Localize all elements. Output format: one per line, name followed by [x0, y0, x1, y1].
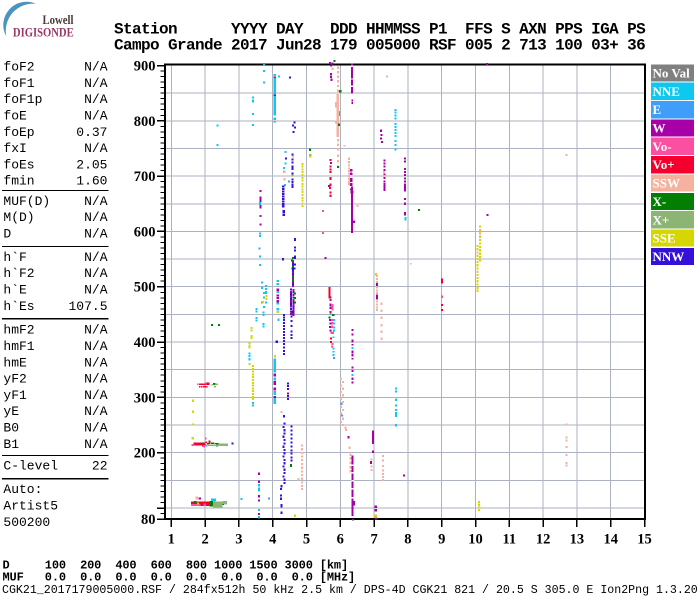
svg-text:80: 80: [141, 512, 156, 528]
svg-text:1.60: 1.60: [76, 174, 107, 189]
svg-text:N/A: N/A: [84, 194, 108, 209]
svg-text:N/A: N/A: [84, 421, 108, 436]
svg-text:fxI: fxI: [3, 141, 26, 156]
svg-text:h`F: h`F: [3, 250, 26, 265]
svg-text:Artist5: Artist5: [3, 499, 58, 514]
svg-text:7: 7: [370, 532, 377, 548]
svg-text:fmin: fmin: [3, 174, 34, 189]
svg-text:2.05: 2.05: [76, 157, 107, 172]
svg-text:foEs: foEs: [3, 157, 34, 172]
svg-text:D: D: [3, 226, 11, 241]
svg-text:400: 400: [134, 335, 156, 351]
svg-text:Vo-: Vo-: [653, 139, 672, 154]
svg-text:SSW: SSW: [653, 176, 680, 191]
svg-text:hmF2: hmF2: [3, 323, 34, 338]
svg-text:500: 500: [134, 280, 156, 296]
svg-text:B0: B0: [3, 421, 19, 436]
svg-text:600: 600: [134, 224, 156, 240]
svg-text:h`Es: h`Es: [3, 299, 34, 314]
svg-text:W: W: [653, 121, 666, 136]
svg-text:yF1: yF1: [3, 388, 27, 403]
svg-text:Campo Grande 2017 Jun28 179 00: Campo Grande 2017 Jun28 179 005000 RSF 0…: [114, 37, 645, 55]
svg-text:N/A: N/A: [84, 404, 108, 419]
svg-text:NNE: NNE: [653, 84, 680, 99]
svg-text:hmE: hmE: [3, 355, 27, 370]
svg-text:15: 15: [637, 532, 652, 548]
svg-text:N/A: N/A: [84, 372, 108, 387]
svg-text:E: E: [653, 102, 662, 117]
svg-text:1: 1: [168, 532, 175, 548]
svg-text:Vo+: Vo+: [653, 157, 675, 172]
svg-text:13: 13: [570, 532, 585, 548]
svg-text:700: 700: [134, 169, 156, 185]
svg-text:22: 22: [92, 458, 108, 473]
svg-text:N/A: N/A: [84, 109, 108, 124]
svg-text:500200: 500200: [3, 515, 50, 530]
svg-text:107.5: 107.5: [68, 299, 107, 314]
svg-text:M(D): M(D): [3, 210, 34, 225]
svg-text:14: 14: [603, 532, 618, 548]
svg-text:foF1p: foF1p: [3, 92, 42, 107]
svg-text:N/A: N/A: [84, 283, 108, 298]
svg-text:6: 6: [337, 532, 344, 548]
svg-text:B1: B1: [3, 437, 19, 452]
svg-text:No Val: No Val: [653, 66, 691, 81]
svg-text:11: 11: [502, 532, 516, 548]
svg-text:N/A: N/A: [84, 141, 108, 156]
svg-text:800: 800: [134, 114, 156, 130]
svg-text:N/A: N/A: [84, 76, 108, 91]
svg-text:0.37: 0.37: [76, 125, 107, 140]
svg-text:Lowell: Lowell: [43, 13, 74, 27]
svg-text:N/A: N/A: [84, 355, 108, 370]
svg-text:foEp: foEp: [3, 125, 34, 140]
svg-text:2: 2: [201, 532, 208, 548]
svg-text:N/A: N/A: [84, 226, 108, 241]
svg-text:N/A: N/A: [84, 388, 108, 403]
svg-text:200: 200: [134, 446, 156, 462]
svg-text:10: 10: [468, 532, 483, 548]
svg-text:4: 4: [269, 532, 276, 548]
svg-text:MUF(D): MUF(D): [3, 194, 50, 209]
svg-text:N/A: N/A: [84, 210, 108, 225]
svg-text:Station YYYY DAY DDD HH: Station YYYY DAY DDD HHMMSS P1 FFS S AXN…: [114, 21, 646, 39]
svg-text:9: 9: [438, 532, 445, 548]
svg-text:NNW: NNW: [653, 249, 685, 264]
svg-text:C-level: C-level: [3, 458, 58, 473]
svg-text:yE: yE: [3, 404, 19, 419]
svg-text:SSE: SSE: [653, 231, 676, 246]
svg-text:X-: X-: [653, 194, 667, 209]
svg-text:D 100 200 400 600 800: D 100 200 400 600 800 1000 1500 3000 [km…: [3, 558, 349, 572]
svg-text:foE: foE: [3, 109, 27, 124]
svg-text:h`E: h`E: [3, 283, 27, 298]
svg-text:h`F2: h`F2: [3, 266, 34, 281]
svg-text:3: 3: [235, 532, 242, 548]
svg-text:CGK21_2017179005000.RSF / 284f: CGK21_2017179005000.RSF / 284fx512h 50 k…: [2, 584, 698, 597]
svg-text:12: 12: [536, 532, 551, 548]
svg-text:5: 5: [303, 532, 310, 548]
svg-text:N/A: N/A: [84, 60, 108, 75]
svg-text:DIGISONDE: DIGISONDE: [13, 25, 74, 39]
svg-text:N/A: N/A: [84, 92, 108, 107]
svg-text:N/A: N/A: [84, 266, 108, 281]
svg-text:8: 8: [404, 532, 411, 548]
svg-text:foF1: foF1: [3, 76, 34, 91]
svg-text:300: 300: [134, 390, 156, 406]
svg-text:hmF1: hmF1: [3, 339, 34, 354]
svg-text:foF2: foF2: [3, 60, 34, 75]
svg-text:Auto:: Auto:: [3, 482, 42, 497]
svg-text:N/A: N/A: [84, 437, 108, 452]
svg-text:MUF 0.0 0.0 0.0 0.0 0.0: MUF 0.0 0.0 0.0 0.0 0.0 0.0 0.0 0.0 [MHz…: [3, 570, 356, 584]
svg-text:N/A: N/A: [84, 339, 108, 354]
svg-text:N/A: N/A: [84, 323, 108, 338]
svg-text:yF2: yF2: [3, 372, 26, 387]
svg-text:N/A: N/A: [84, 250, 108, 265]
svg-text:X+: X+: [653, 212, 670, 227]
svg-text:900: 900: [134, 59, 156, 75]
